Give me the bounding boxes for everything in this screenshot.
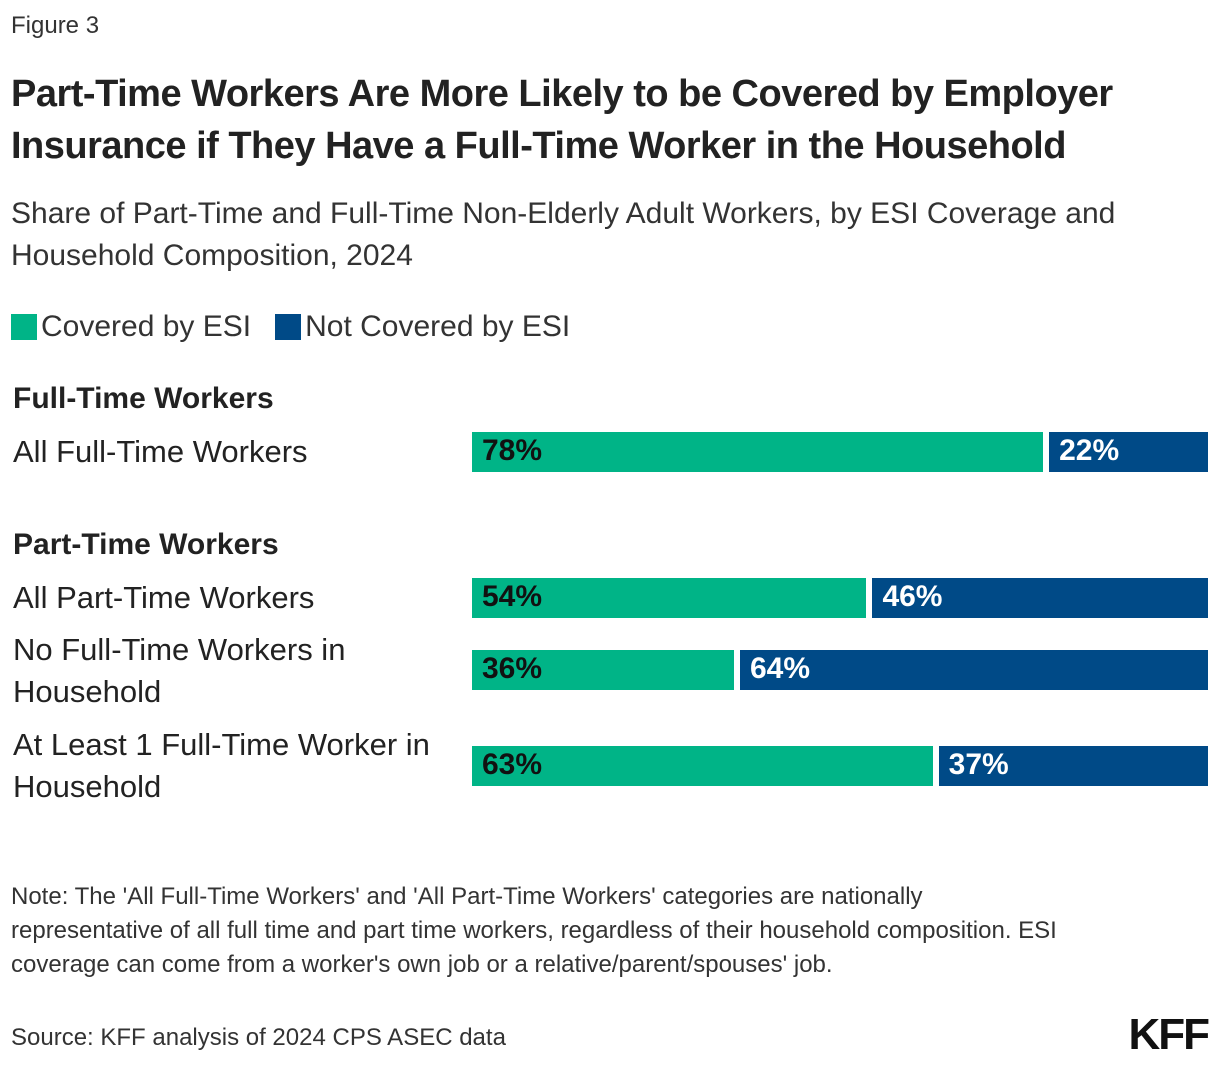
source: Source: KFF analysis of 2024 CPS ASEC da…	[11, 1024, 506, 1051]
bar-not-covered: 37%	[938, 746, 1208, 786]
note: Note: The 'All Full-Time Workers' and 'A…	[11, 883, 1057, 978]
group-label-full-time: Full-Time Workers	[13, 382, 274, 415]
data-label: 78%	[482, 434, 543, 467]
legend-label: Covered by ESI	[41, 310, 252, 343]
data-label: 63%	[482, 748, 543, 781]
legend-swatch-not-covered	[275, 314, 302, 340]
category-label: All Full-Time Workers	[13, 434, 308, 469]
data-label: 46%	[882, 580, 943, 613]
category-label: No Full-Time Workers in Household	[13, 632, 346, 709]
legend-item-not-covered: Not Covered by ESI	[275, 310, 570, 344]
bar-not-covered: 22%	[1049, 432, 1208, 472]
category-label: At Least 1 Full-Time Worker in Household	[13, 727, 430, 804]
bar-covered: 36%	[472, 650, 734, 690]
bar-covered: 78%	[472, 432, 1044, 472]
group-label-part-time: Part-Time Workers	[13, 528, 279, 561]
legend-item-covered: Covered by ESI	[11, 310, 251, 344]
legend-label: Not Covered by ESI	[305, 310, 571, 343]
bar-not-covered: 46%	[872, 578, 1208, 618]
chart-subtitle: Share of Part-Time and Full-Time Non-Eld…	[11, 197, 1116, 272]
legend: Covered by ESI Not Covered by ESI	[11, 310, 586, 344]
category-label: All Part-Time Workers	[13, 580, 315, 615]
figure-label: Figure 3	[11, 12, 100, 39]
chart-title: Part-Time Workers Are More Likely to be …	[11, 73, 1113, 167]
data-label: 54%	[482, 580, 543, 613]
data-label: 64%	[749, 652, 810, 685]
legend-swatch-covered	[11, 314, 37, 340]
data-label: 37%	[948, 748, 1009, 781]
data-label: 36%	[482, 652, 543, 685]
bar-not-covered: 64%	[739, 650, 1208, 690]
bar-covered: 54%	[472, 578, 867, 618]
kff-logo: KFF	[1128, 1010, 1210, 1059]
data-label: 22%	[1059, 434, 1120, 467]
bar-covered: 63%	[472, 746, 933, 786]
